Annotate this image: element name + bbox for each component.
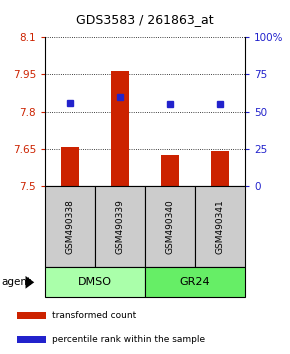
Bar	[161, 155, 179, 186]
Text: GSM490340: GSM490340	[166, 199, 175, 254]
Text: GSM490339: GSM490339	[115, 199, 124, 254]
Bar	[17, 312, 46, 319]
Bar	[211, 151, 229, 186]
Text: GDS3583 / 261863_at: GDS3583 / 261863_at	[76, 13, 214, 27]
Text: GR24: GR24	[180, 277, 210, 287]
Bar	[45, 186, 95, 267]
Bar	[195, 186, 245, 267]
Text: GSM490338: GSM490338	[66, 199, 75, 254]
Bar	[45, 267, 145, 297]
Text: transformed count: transformed count	[52, 311, 136, 320]
Bar	[61, 147, 79, 186]
Polygon shape	[26, 276, 34, 289]
Text: agent: agent	[1, 277, 32, 287]
Text: percentile rank within the sample: percentile rank within the sample	[52, 335, 205, 344]
Bar	[17, 336, 46, 343]
Text: DMSO: DMSO	[78, 277, 112, 287]
Bar	[111, 70, 129, 186]
Bar	[145, 267, 245, 297]
Bar	[95, 186, 145, 267]
Text: GSM490341: GSM490341	[215, 199, 224, 254]
Bar	[145, 186, 195, 267]
